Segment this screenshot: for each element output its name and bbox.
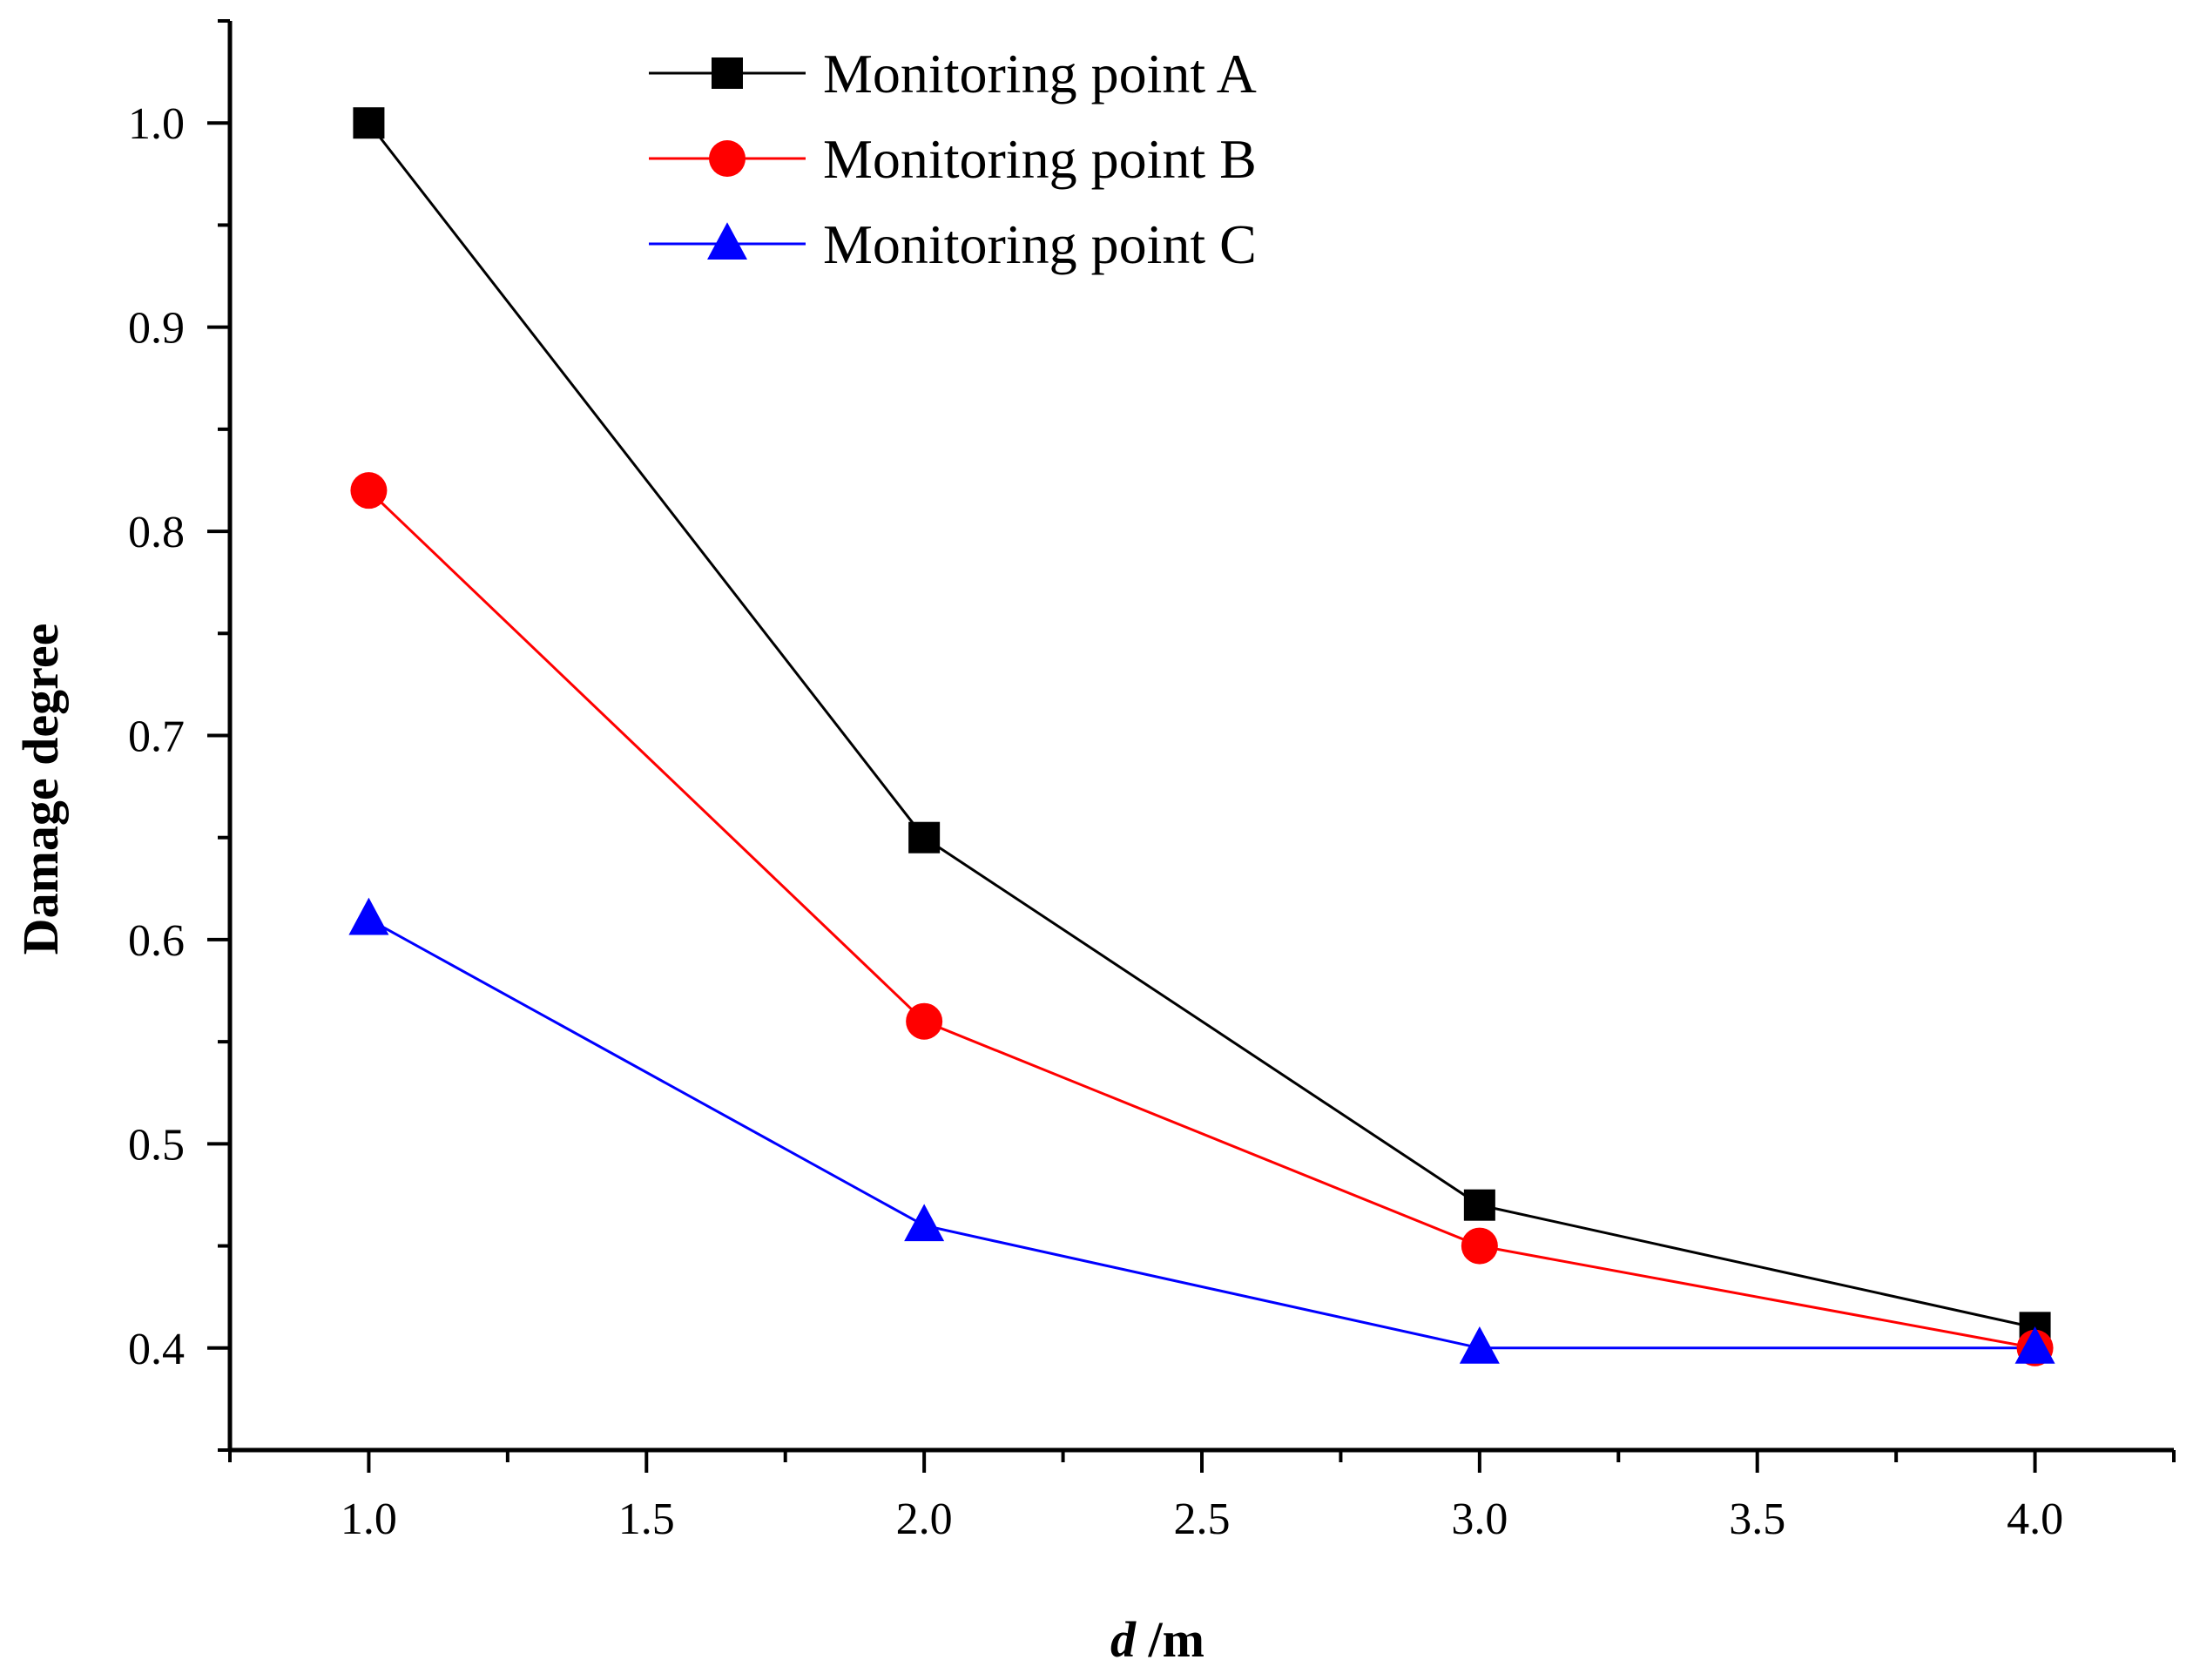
series-c-point	[348, 897, 389, 935]
series-markers	[348, 107, 2055, 1366]
x-tick-label: 2.0	[896, 1494, 953, 1544]
series-a-point	[908, 821, 941, 853]
legend-a-marker	[712, 57, 743, 89]
legend-a-label: Monitoring point A	[823, 43, 1257, 105]
y-axis-title: Damage degree	[12, 624, 69, 955]
y-tick-label: 0.5	[128, 1120, 185, 1170]
tick-labels: 1.0 1.5 2.0 2.5 3.0 3.5 4.0 0.4 0.5 0.6 0.7 0.8 0.9 1…	[128, 99, 2063, 1544]
y-tick-label: 0.6	[128, 916, 185, 966]
series-c-point	[2014, 1326, 2055, 1364]
x-axis-unit: /m	[1136, 1611, 1204, 1668]
legend-c-label: Monitoring point C	[823, 213, 1257, 275]
x-tick-label: 3.5	[1729, 1494, 1785, 1544]
series-b-point	[906, 1002, 943, 1040]
series-b-line	[368, 489, 2035, 1350]
y-tick-label: 0.9	[128, 304, 185, 354]
series-lines	[368, 122, 2035, 1350]
y-tick-label: 0.8	[128, 508, 185, 557]
legend-c-marker	[707, 222, 747, 260]
y-tick-label: 0.4	[128, 1325, 185, 1374]
legend-b-label: Monitoring point B	[823, 128, 1257, 190]
series-a-point	[1463, 1189, 1495, 1221]
x-tick-label: 4.0	[2007, 1494, 2063, 1544]
series-c-point	[1459, 1326, 1500, 1364]
series-a-point	[353, 107, 385, 139]
legend-b-marker	[709, 140, 746, 177]
series-b-point	[350, 472, 388, 509]
series-b-point	[1461, 1227, 1498, 1265]
x-tick-label: 3.0	[1451, 1494, 1508, 1544]
x-axis-variable: d	[1110, 1611, 1137, 1668]
legend: Monitoring point A Monitoring point B Moni…	[649, 43, 1257, 275]
x-tick-label: 1.0	[341, 1494, 397, 1544]
series-c-point	[904, 1204, 945, 1242]
tick-marks	[207, 19, 2176, 1473]
x-tick-label: 2.5	[1174, 1494, 1231, 1544]
series-c-line	[368, 918, 2035, 1350]
y-tick-label: 0.7	[128, 712, 185, 762]
y-tick-label: 1.0	[128, 99, 185, 149]
x-tick-label: 1.5	[618, 1494, 675, 1544]
series-a-line	[368, 122, 2035, 1329]
x-axis-title: d /m	[1110, 1611, 1204, 1668]
